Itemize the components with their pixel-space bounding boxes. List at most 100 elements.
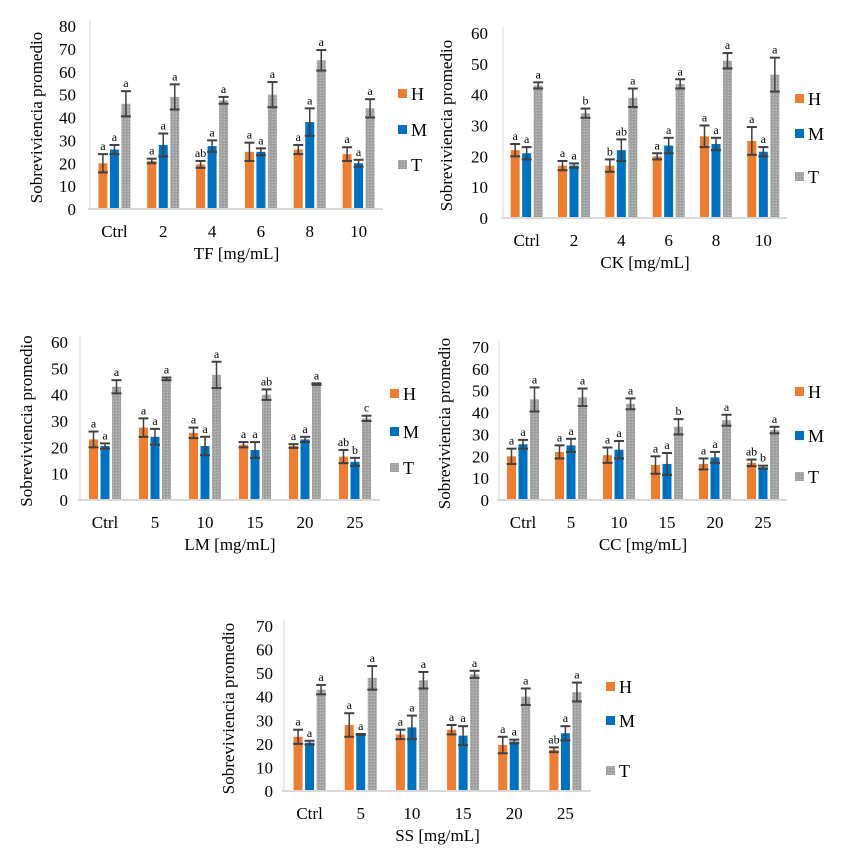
significance-letter: a [749, 112, 755, 126]
significance-letter: a [241, 427, 247, 441]
legend-label: T [808, 467, 819, 487]
significance-letter: b [760, 451, 766, 465]
bar-M [100, 446, 110, 500]
significance-letter: a [678, 64, 684, 78]
y-tick-label: 10 [59, 177, 76, 196]
x-tick-label: 5 [357, 804, 366, 823]
bar-T [470, 674, 480, 791]
significance-letter: a [307, 726, 313, 740]
bar-H [196, 164, 206, 209]
bar-M [250, 449, 260, 500]
y-tick-label: 50 [51, 359, 68, 378]
legend-swatch-M [795, 431, 804, 440]
legend-swatch-M [795, 129, 804, 138]
bar-T [418, 680, 428, 791]
legend-swatch-H [795, 94, 804, 103]
significance-letter: a [724, 400, 730, 414]
y-tick-label: 30 [471, 117, 488, 136]
significance-letter: a [221, 82, 227, 96]
significance-letter: a [571, 148, 577, 162]
legend-swatch-T [795, 172, 804, 181]
bar-M [300, 439, 310, 500]
significance-letter: a [318, 670, 324, 684]
chart-1: 0 10 20 30 40 50 60 70 80 Sobreviviencia promedio… [27, 17, 427, 263]
x-tick-label: 5 [567, 513, 576, 532]
x-axis-label: TF [mg/mL] [194, 244, 279, 263]
significance-letter: a [100, 139, 106, 153]
bar-T [572, 692, 582, 791]
bar-H [89, 439, 98, 500]
x-axis-label: LM [mg/mL] [184, 535, 275, 554]
y-tick-label: 10 [256, 758, 273, 777]
bar-T [521, 696, 531, 791]
legend-swatch-T [390, 463, 399, 472]
significance-letter: ab [261, 374, 272, 388]
significance-letter: a [252, 427, 258, 441]
y-axis-label: Sobreviviencia promedio [27, 32, 46, 203]
x-tick-label: 5 [151, 513, 160, 532]
significance-letter: a [655, 138, 661, 152]
y-tick-label: 50 [471, 55, 488, 74]
bar-T [262, 394, 271, 500]
significance-letter: a [214, 347, 220, 361]
x-tick-label: 10 [197, 513, 214, 532]
legend-label: M [808, 124, 824, 144]
significance-letter: a [664, 438, 670, 452]
bar-H [189, 432, 198, 500]
legend-swatch-H [398, 89, 407, 98]
legend-label: H [808, 89, 821, 109]
bar-T [162, 378, 171, 500]
bar-H [555, 451, 564, 500]
significance-letter: a [152, 414, 158, 428]
y-tick-label: 40 [51, 386, 68, 405]
x-tick-label: Ctrl [296, 804, 323, 823]
significance-letter: a [91, 417, 97, 431]
significance-letter: a [370, 651, 376, 665]
bar-H [510, 150, 520, 218]
bar-T [723, 60, 732, 218]
bar-T [578, 397, 587, 500]
significance-letter: a [296, 130, 302, 144]
bar-H [289, 446, 298, 500]
y-tick-label: 10 [51, 465, 68, 484]
bar-H [699, 463, 708, 500]
bar-T [267, 94, 277, 209]
significance-letter: b [583, 94, 589, 108]
x-tick-label: 25 [755, 513, 772, 532]
bar-M [509, 741, 519, 791]
bar-H [239, 444, 248, 500]
bar-M [710, 457, 720, 500]
bar-T [112, 386, 121, 500]
y-tick-label: 0 [265, 782, 274, 801]
significance-letter: a [616, 426, 622, 440]
legend-label: M [619, 711, 635, 731]
legend-swatch-M [606, 716, 615, 725]
bar-T [770, 430, 779, 500]
x-tick-label: Ctrl [510, 513, 537, 532]
bar-H [244, 151, 254, 209]
bar-M [711, 144, 721, 218]
x-axis-label: CK [mg/mL] [600, 253, 689, 272]
x-tick-label: 8 [712, 231, 721, 250]
bar-H [507, 456, 516, 500]
significance-letter: a [630, 74, 636, 88]
significance-letter: a [149, 144, 155, 158]
x-tick-label: 20 [506, 804, 523, 823]
significance-letter: a [557, 430, 563, 444]
significance-letter: a [164, 363, 170, 377]
significance-letter: a [449, 710, 455, 724]
bar-T [628, 97, 638, 218]
y-tick-label: 10 [472, 469, 489, 488]
y-tick-label: 20 [51, 438, 68, 457]
bar-M [662, 463, 672, 500]
y-axis-label: Sobreviviencia promedio [219, 623, 238, 794]
bar-H [395, 734, 405, 791]
bar-H [651, 465, 660, 500]
significance-letter: a [123, 76, 129, 90]
x-tick-label: 4 [617, 231, 626, 250]
significance-letter: a [421, 657, 427, 671]
